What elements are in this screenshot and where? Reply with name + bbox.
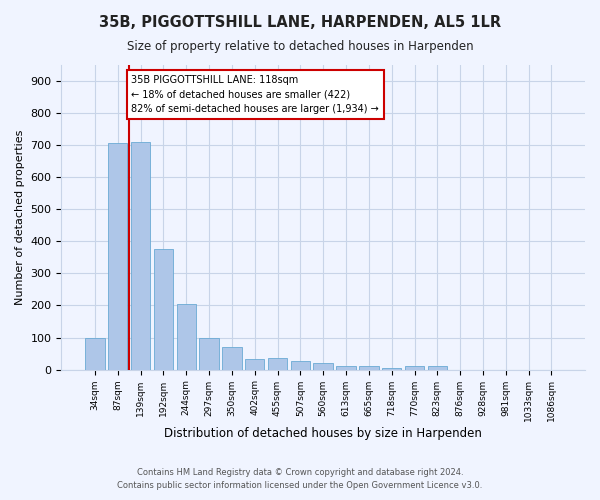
Bar	[313, 362, 333, 370]
Bar	[199, 338, 219, 370]
Bar	[337, 366, 356, 370]
Bar	[382, 368, 401, 370]
Text: Size of property relative to detached houses in Harpenden: Size of property relative to detached ho…	[127, 40, 473, 53]
Bar	[359, 366, 379, 370]
Bar	[131, 142, 150, 370]
Bar	[428, 366, 447, 370]
Bar	[108, 143, 127, 370]
Bar	[176, 304, 196, 370]
Text: 35B PIGGOTTSHILL LANE: 118sqm
← 18% of detached houses are smaller (422)
82% of : 35B PIGGOTTSHILL LANE: 118sqm ← 18% of d…	[131, 74, 379, 114]
Bar	[268, 358, 287, 370]
Bar	[245, 359, 265, 370]
Bar	[405, 366, 424, 370]
Text: 35B, PIGGOTTSHILL LANE, HARPENDEN, AL5 1LR: 35B, PIGGOTTSHILL LANE, HARPENDEN, AL5 1…	[99, 15, 501, 30]
X-axis label: Distribution of detached houses by size in Harpenden: Distribution of detached houses by size …	[164, 427, 482, 440]
Bar	[290, 360, 310, 370]
Bar	[222, 346, 242, 370]
Y-axis label: Number of detached properties: Number of detached properties	[15, 130, 25, 305]
Bar	[85, 338, 104, 370]
Bar	[154, 250, 173, 370]
Text: Contains HM Land Registry data © Crown copyright and database right 2024.
Contai: Contains HM Land Registry data © Crown c…	[118, 468, 482, 490]
